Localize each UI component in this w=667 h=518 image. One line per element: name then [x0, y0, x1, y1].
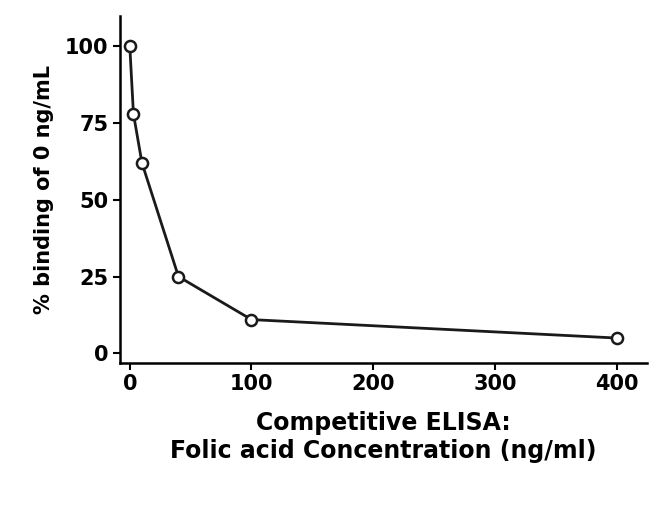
Y-axis label: % binding of 0 ng/mL: % binding of 0 ng/mL [33, 65, 53, 313]
X-axis label: Competitive ELISA:
Folic acid Concentration (ng/ml): Competitive ELISA: Folic acid Concentrat… [170, 411, 597, 463]
